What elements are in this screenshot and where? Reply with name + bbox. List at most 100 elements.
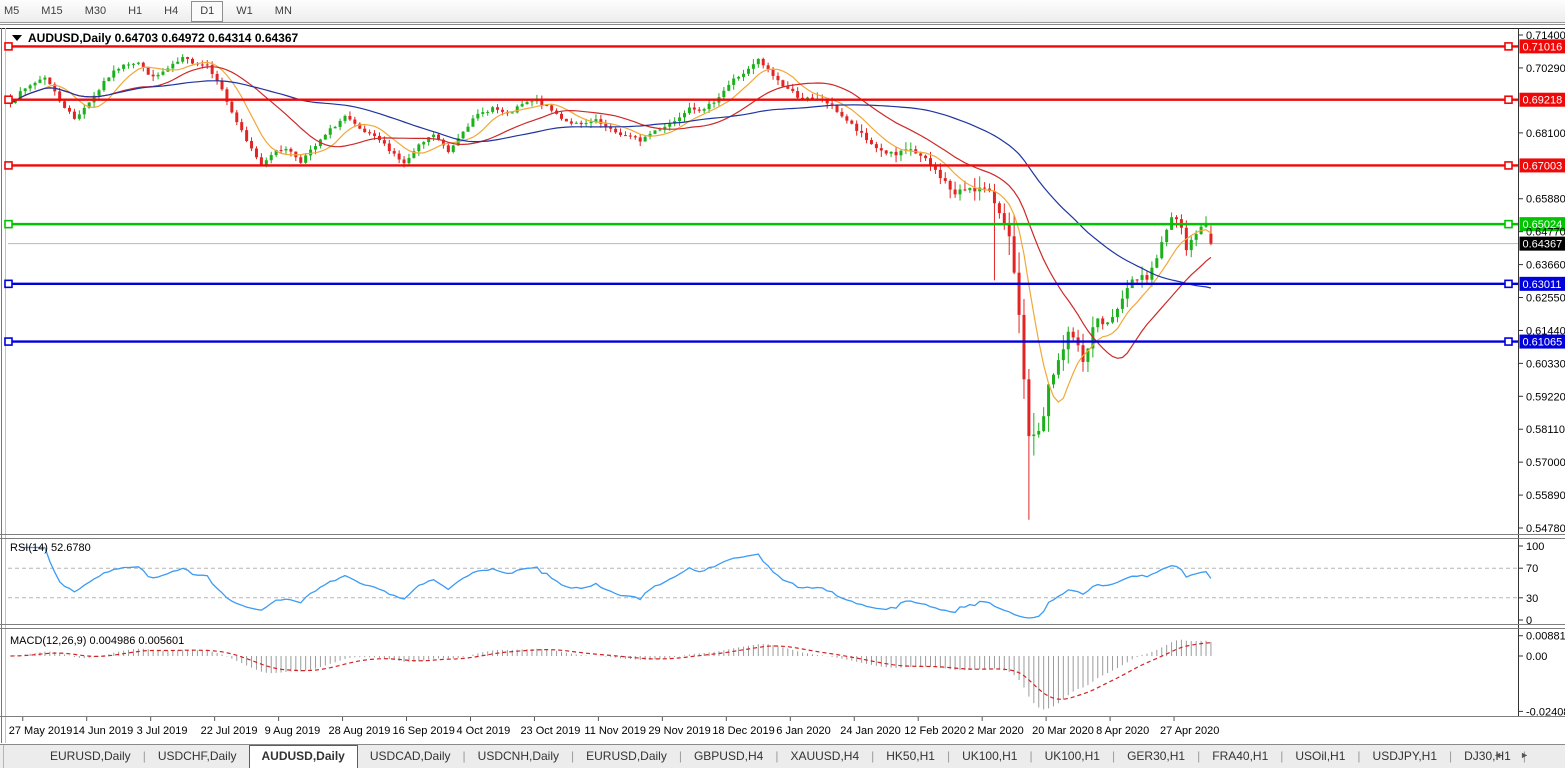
tab-separator: |: [1357, 749, 1361, 763]
tab-audusd-daily[interactable]: AUDUSD,Daily: [248, 745, 358, 768]
tab-dj30-h1[interactable]: DJ30,H1: [1464, 749, 1511, 763]
tab-usoil-h1[interactable]: USOil,H1: [1295, 749, 1346, 763]
tab-usdchf-daily[interactable]: USDCHF,Daily: [157, 749, 237, 763]
price-level-line[interactable]: 0.61065: [4, 334, 1565, 349]
tab-ger30-h1[interactable]: GER30,H1: [1127, 749, 1186, 763]
current-price-label: 0.64367: [1519, 236, 1565, 251]
tab-xauusd-h4[interactable]: XAUUSD,H4: [790, 749, 860, 763]
tab-usdcnh-daily[interactable]: USDCNH,Daily: [477, 749, 560, 763]
tab-gbpusd-h4[interactable]: GBPUSD,H4: [693, 749, 764, 763]
line-handle[interactable]: [4, 42, 13, 51]
y-axis-label: 0.70290: [1526, 63, 1565, 75]
y-axis-label: 0.71400: [1526, 30, 1565, 42]
timeframe-w1-button[interactable]: W1: [236, 4, 253, 17]
price-level-line[interactable]: 0.69218: [4, 92, 1565, 107]
line-handle[interactable]: [1504, 95, 1513, 105]
y-axis-label: 0.59220: [1526, 391, 1565, 403]
line-handle[interactable]: [4, 337, 13, 346]
chart-title: AUDUSD,Daily 0.64703 0.64972 0.64314 0.6…: [12, 31, 299, 45]
y-axis-label: 0.64770: [1526, 227, 1565, 239]
y-axis-label: 0.63660: [1526, 260, 1565, 272]
chart-canvas[interactable]: AUDUSD,Daily 0.64703 0.64972 0.64314 0.6…: [0, 24, 1565, 744]
x-axis-label: 2 Mar 2020: [968, 725, 1024, 737]
x-axis-label: 12 Feb 2020: [904, 725, 966, 737]
tab-separator: |: [1029, 749, 1033, 763]
price-level-line[interactable]: 0.63011: [4, 276, 1565, 291]
time-axis: 27 May 2019 14 Jun 2019 3 Jul 2019 22 Jul 2…: [9, 717, 1219, 737]
x-axis-label: 9 Aug 2019: [265, 725, 321, 737]
line-handle[interactable]: [1504, 42, 1513, 51]
tab-separator: |: [678, 749, 682, 763]
y-axis-label: 0.61440: [1526, 325, 1565, 337]
timeframe-m15-button[interactable]: M15: [41, 4, 63, 17]
ma-slow-line: [10, 80, 1212, 289]
tab-separator: |: [871, 749, 875, 763]
price-level-line[interactable]: 0.65024: [4, 217, 1565, 232]
tab-eurusd-daily[interactable]: EURUSD,Daily: [50, 749, 131, 763]
price-level-label: 0.69218: [1523, 95, 1563, 107]
macd-panel: 0.008815 0.00 -0.024082 MACD(12,26,9) 0.004…: [10, 631, 1565, 719]
price-level-label-box: [1519, 217, 1565, 232]
price-level-label-box: [1519, 158, 1565, 173]
tab-separator: |: [1280, 749, 1284, 763]
tab-eurusd-daily[interactable]: EURUSD,Daily: [586, 749, 667, 763]
x-axis-label: 4 Oct 2019: [456, 725, 510, 737]
tab-hk50-h1[interactable]: HK50,H1: [886, 749, 935, 763]
y-axis-label: 0.68100: [1526, 128, 1565, 140]
y-axis-label: 0.57000: [1526, 457, 1565, 469]
timeframe-m30-button[interactable]: M30: [84, 4, 107, 17]
x-axis-label: 28 Aug 2019: [329, 725, 391, 737]
macd-signal-line: [10, 642, 1211, 700]
line-handle[interactable]: [4, 219, 13, 229]
tab-separator: |: [1522, 749, 1526, 763]
y-axis-label: 0.60330: [1526, 358, 1565, 370]
price-level-label: 0.63011: [1523, 279, 1562, 291]
line-handle[interactable]: [1504, 161, 1513, 170]
y-axis-label: 0.65880: [1526, 194, 1565, 206]
line-handle[interactable]: [4, 279, 13, 289]
line-handle[interactable]: [1504, 219, 1513, 229]
chart-tabs-bar: EURUSD,Daily | USDCHF,Daily AUDUSD,Daily USD…: [0, 744, 1565, 768]
chart-background: [0, 24, 1565, 744]
macd-axis-label: -0.024082: [1526, 706, 1565, 718]
rsi-line: [20, 546, 1212, 619]
tab-strip-lead: [3, 745, 38, 768]
price-level-label: 0.65024: [1523, 219, 1563, 231]
x-axis-label: 27 Apr 2020: [1160, 725, 1219, 737]
tab-uk100-h1[interactable]: UK100,H1: [1044, 749, 1100, 763]
rsi-axis-label: 30: [1526, 593, 1538, 605]
timeframe-mn-button[interactable]: MN: [274, 4, 292, 17]
rsi-axis-label: 70: [1526, 563, 1538, 575]
tab-usdjpy-h1[interactable]: USDJPY,H1: [1372, 749, 1438, 763]
y-axis-label: 0.58110: [1526, 424, 1565, 436]
x-axis-label: 16 Sep 2019: [393, 725, 455, 737]
tab-separator: |: [1111, 749, 1116, 763]
price-level-line[interactable]: 0.67003: [4, 158, 1565, 173]
rsi-indicator-label: RSI(14) 52.6780: [10, 542, 91, 554]
timeframe-m5-button[interactable]: M5: [4, 4, 20, 17]
line-handle[interactable]: [4, 95, 13, 105]
tab-separator: |: [1197, 749, 1201, 763]
tab-separator: |: [1449, 749, 1453, 763]
timeframe-d1-button[interactable]: D1: [191, 0, 224, 22]
timeframe-h1-button[interactable]: H1: [128, 4, 143, 17]
tab-separator: |: [462, 749, 466, 763]
line-handle[interactable]: [4, 161, 13, 170]
price-level-label-box: [1519, 92, 1565, 107]
timeframe-h4-button[interactable]: H4: [164, 4, 179, 17]
line-handle[interactable]: [1504, 337, 1513, 346]
price-level-line[interactable]: 0.71016: [4, 39, 1565, 54]
window-frame: [0, 24, 1565, 743]
tab-separator: |: [571, 749, 575, 763]
price-level-label: 0.67003: [1523, 160, 1563, 172]
tab-fra40-h1[interactable]: FRA40,H1: [1212, 749, 1269, 763]
price-level-label-box: [1519, 39, 1565, 54]
tab-scroll-arrows[interactable]: ◄►: [1493, 750, 1547, 760]
symbol-dropdown-icon[interactable]: [12, 35, 22, 41]
price-axis: 0.71400 0.70290 0.68100 0.65880 0.64770 0.636…: [1518, 30, 1565, 535]
rsi-axis-label: 0: [1526, 615, 1532, 627]
tab-uk100-h1[interactable]: UK100,H1: [962, 749, 1018, 763]
tab-usdcad-daily[interactable]: USDCAD,Daily: [369, 749, 451, 763]
line-handle[interactable]: [1504, 279, 1513, 289]
